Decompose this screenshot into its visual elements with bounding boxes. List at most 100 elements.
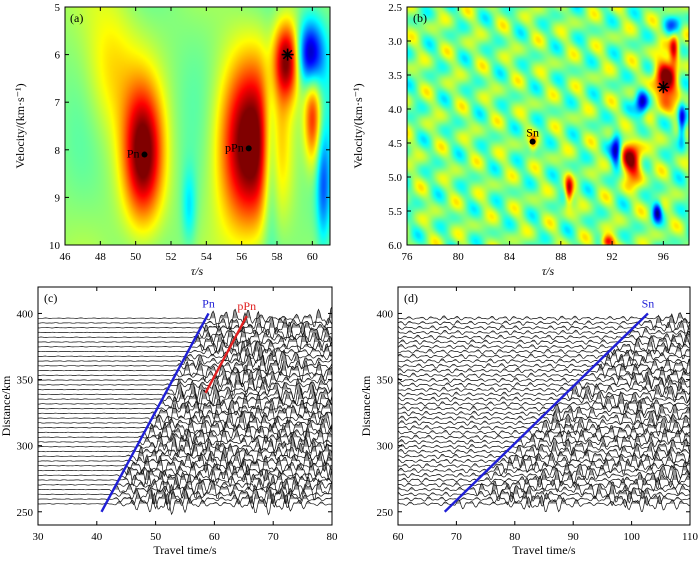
- xtick-label: 80: [327, 531, 339, 543]
- seismogram-trace: [38, 473, 332, 498]
- ytick-label: 4.0: [388, 104, 402, 116]
- ytick-label: 350: [377, 375, 394, 387]
- seismogram-trace: [38, 421, 332, 445]
- seismogram-trace: [38, 402, 332, 426]
- seismogram-trace: [38, 425, 332, 449]
- phase-label-ppn: pPn: [225, 140, 244, 154]
- seismogram-trace: [38, 411, 332, 434]
- ytick-label: 300: [17, 441, 34, 453]
- seismogram-trace: [38, 355, 332, 378]
- ytick-label: 6.0: [388, 240, 402, 252]
- xtick-label: 56: [236, 251, 248, 263]
- seismogram-trace: [398, 451, 690, 470]
- xtick-label: 110: [682, 531, 699, 543]
- ytick-label: 250: [377, 507, 394, 519]
- seismogram-trace: [38, 315, 332, 340]
- seismogram-fill: [398, 471, 690, 480]
- panel-a-tag: (a): [70, 11, 83, 25]
- xtick-label: 70: [268, 531, 280, 543]
- seismogram-trace: [38, 453, 332, 478]
- seismogram-trace: [38, 492, 332, 516]
- moveout-line-ppn: [204, 315, 248, 394]
- seismogram-trace: [398, 362, 690, 381]
- xtick-label: 70: [451, 531, 463, 543]
- seismogram-trace: [398, 375, 690, 395]
- seismogram-trace: [398, 475, 690, 495]
- seismogram-fill: [38, 365, 332, 376]
- panel-b-ylabel: Velocity/(km·s⁻¹): [351, 83, 365, 168]
- seismogram-fill: [398, 419, 690, 428]
- seismogram-trace: [38, 449, 332, 474]
- xtick-label: 48: [95, 251, 107, 263]
- seismogram-trace: [38, 340, 332, 363]
- seismogram-trace: [38, 458, 332, 483]
- phase-label-pn: Pn: [127, 147, 140, 161]
- phase-point-ppn: [245, 145, 252, 152]
- ytick-label: 7: [55, 97, 61, 109]
- panel-d-frame: [397, 286, 691, 526]
- xtick-label: 52: [166, 251, 177, 263]
- xtick-label: 88: [555, 251, 567, 263]
- panel-d-ylabel: Distance/km: [359, 375, 373, 436]
- seismogram-fill: [38, 336, 332, 347]
- seismogram-trace: [38, 373, 332, 397]
- seismogram-trace: [398, 319, 690, 337]
- panel-c-ylabel: Distance/km: [0, 375, 13, 436]
- seismogram-trace: [38, 388, 332, 412]
- seismogram-fill: [38, 397, 332, 409]
- ytick-label: 6: [55, 50, 61, 62]
- seismogram-trace: [398, 390, 690, 409]
- seismogram-trace: [398, 456, 690, 475]
- panel-a-xlabel: τ/s: [191, 264, 204, 278]
- seismogram-trace: [38, 325, 332, 348]
- seismogram-trace: [398, 333, 690, 352]
- panel-b-xlabel: τ/s: [542, 264, 555, 278]
- xtick-label: 76: [402, 251, 414, 263]
- phase-point-sn: [529, 138, 536, 145]
- ytick-label: 2.5: [388, 2, 402, 14]
- xtick-label: 60: [307, 251, 319, 263]
- seismogram-trace: [398, 330, 690, 346]
- panel-c-frame: [37, 286, 333, 526]
- panel-b-heatmap: [407, 7, 689, 245]
- seismogram-trace: [38, 434, 332, 458]
- seismogram-trace: [38, 481, 332, 506]
- seismogram-trace: [38, 406, 332, 431]
- ytick-label: 400: [377, 308, 394, 320]
- seismogram-trace: [398, 461, 690, 481]
- xtick-label: 96: [658, 251, 670, 263]
- ytick-label: 8: [55, 145, 61, 157]
- seismogram-fill: [398, 438, 690, 447]
- moveout-label-sn: Sn: [642, 296, 655, 310]
- seismogram-fill: [38, 474, 332, 485]
- seismogram-trace: [398, 352, 690, 371]
- panel-a-ylabel: Velocity/(km·s⁻¹): [13, 83, 27, 168]
- xtick-label: 80: [453, 251, 465, 263]
- panel-c: Pn pPn 30 40 50 60 70 80 250 300 350 400 (c) Travel…: [0, 286, 339, 557]
- seismogram-trace: [398, 403, 690, 423]
- panel-b-tag: (b): [413, 11, 427, 25]
- seismogram-trace: [398, 327, 690, 338]
- ytick-label: 300: [377, 441, 394, 453]
- seismogram-trace: [38, 306, 332, 331]
- seismogram-fill: [38, 435, 332, 447]
- xtick-label: 90: [568, 531, 580, 543]
- panel-c-tag: (c): [44, 291, 57, 305]
- seismogram-fill: [38, 446, 332, 457]
- seismogram-fill: [398, 376, 690, 385]
- seismogram-trace: [38, 321, 332, 345]
- seismogram-trace: [398, 437, 690, 456]
- seismogram-trace: [38, 368, 332, 391]
- xtick-label: 50: [130, 251, 142, 263]
- ytick-label: 250: [17, 507, 34, 519]
- seismogram-trace: [398, 433, 690, 451]
- moveout-label-pn: Pn: [202, 296, 215, 310]
- star-marker: [281, 48, 294, 61]
- seismogram-trace: [398, 408, 690, 427]
- seismogram-trace: [398, 494, 690, 513]
- ytick-label: 5.0: [388, 172, 402, 184]
- seismogram-fill: [398, 490, 690, 500]
- panel-d-tag: (d): [404, 291, 418, 305]
- moveout-label-ppn: pPn: [237, 299, 256, 313]
